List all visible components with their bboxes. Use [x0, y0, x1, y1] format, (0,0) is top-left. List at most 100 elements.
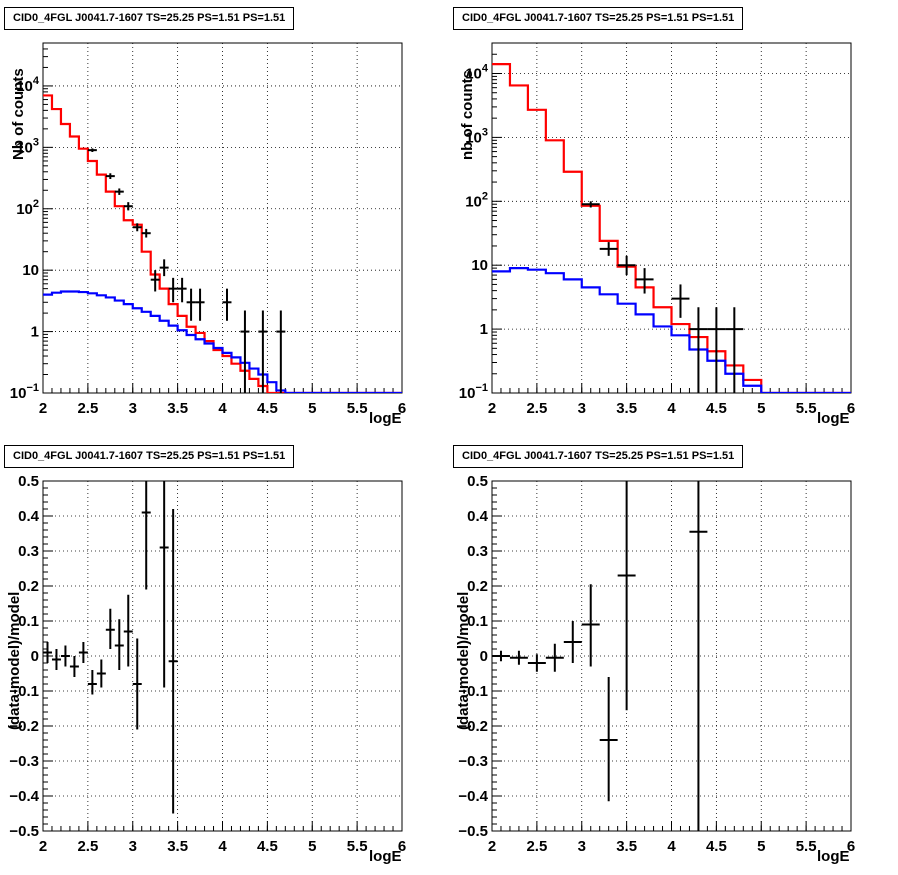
- total_model-histogram: [43, 94, 402, 393]
- x-tick-label: 5.5: [347, 838, 368, 855]
- data-point: [87, 148, 97, 152]
- x-tick-label: 4: [218, 400, 227, 417]
- data-point: [599, 677, 618, 802]
- data-point: [105, 608, 115, 649]
- x-tick-label: 4.5: [706, 838, 727, 855]
- data-point: [671, 284, 690, 318]
- x-tick-label: 6: [398, 838, 406, 855]
- data-point: [114, 619, 124, 670]
- x-tick-label: 3.5: [616, 838, 637, 855]
- plot-area: [43, 94, 402, 393]
- y-tick-label: 0.1: [18, 613, 39, 630]
- data-point: [258, 310, 268, 393]
- x-tick-label: 2: [488, 400, 496, 417]
- y-tick-label: −0.5: [458, 823, 488, 840]
- data-point: [725, 307, 744, 393]
- y-tick-label: −0.2: [9, 718, 39, 735]
- y-tick-label: 0.2: [18, 578, 39, 595]
- y-tick-label: −0.3: [9, 753, 39, 770]
- y-axis-label: nb of counts: [459, 70, 476, 160]
- x-tick-label: 4: [218, 838, 227, 855]
- data-point: [563, 621, 582, 663]
- plot-area: [43, 481, 178, 814]
- y-tick-label: 0: [31, 648, 39, 665]
- data-point: [492, 650, 510, 662]
- data-point: [159, 481, 169, 688]
- x-tick-label: 4.5: [257, 400, 278, 417]
- data-point: [186, 288, 196, 321]
- y-tick-label: −0.5: [9, 823, 39, 840]
- spectrum-pad-left: 2 2.5 3 3.5 4 4.5 5 5.5 6 10−1 1 10 102 103 104 CID0_4…: [0, 0, 449, 438]
- x-axis-label: logE: [817, 848, 850, 865]
- y-tick-label: 10: [471, 257, 488, 274]
- data-point: [87, 670, 97, 695]
- x-tick-label: 2: [488, 838, 496, 855]
- y-axis-label: (data-model)/model: [6, 591, 23, 730]
- data-point: [527, 654, 546, 672]
- y-tick-label: 0: [480, 648, 488, 665]
- x-tick-label: 2: [39, 400, 47, 417]
- y-tick-label: 0.1: [467, 613, 488, 630]
- x-tick-label: 5: [757, 400, 765, 417]
- y-tick-label: 0.5: [467, 473, 488, 490]
- x-tick-label: 3: [578, 838, 586, 855]
- data-point: [545, 643, 564, 672]
- x-axis-label: logE: [369, 848, 402, 865]
- plot-frame: [491, 480, 852, 832]
- x-axis-label: logE: [369, 410, 402, 427]
- x-tick-label: 6: [398, 400, 406, 417]
- x-tick-label: 3.5: [167, 838, 188, 855]
- data-point: [105, 173, 115, 180]
- y-tick-label: 1: [31, 324, 39, 341]
- x-tick-label: 5: [308, 400, 316, 417]
- data-point: [114, 188, 124, 195]
- data-point: [123, 594, 133, 667]
- y-axis-label: (data-model)/model: [455, 591, 472, 730]
- total_model-histogram: [492, 63, 851, 393]
- data-point: [43, 642, 52, 663]
- y-tick-label: 10−1: [10, 382, 39, 402]
- x-tick-label: 2.5: [526, 400, 547, 417]
- data-point: [60, 645, 70, 667]
- spectrum-pad-right: 2 2.5 3 3.5 4 4.5 5 5.5 6 10−1 1 10 102 103 104 CID0_4…: [449, 0, 898, 438]
- data-point: [276, 310, 286, 393]
- y-tick-label: −0.3: [458, 753, 488, 770]
- data-point: [240, 310, 250, 393]
- residual-chart-right: 2 2.5 3 3.5 4 4.5 5 5.5 6 −0.5 −0.4 −0.3 −0.2 −0.1 0 0.…: [458, 473, 855, 855]
- component_model-histogram: [492, 267, 851, 393]
- data-point: [168, 509, 178, 814]
- plot-area: [492, 481, 708, 831]
- data-point: [132, 638, 142, 730]
- chart-title: CID0_4FGL J0041.7-1607 TS=25.25 PS=1.51 …: [453, 445, 744, 468]
- data-point: [509, 650, 528, 665]
- x-tick-label: 3: [129, 838, 137, 855]
- data-point: [617, 255, 636, 276]
- x-tick-label: 4.5: [257, 838, 278, 855]
- residual-pad-left: 2 2.5 3 3.5 4 4.5 5 5.5 6 −0.5 −0.4 −0.3 −0.2 −0.1 0 0.…: [0, 438, 449, 875]
- y-tick-label: −0.4: [458, 788, 488, 805]
- x-tick-label: 2.5: [77, 400, 98, 417]
- data-point: [69, 656, 79, 677]
- residual-pad-right: 2 2.5 3 3.5 4 4.5 5 5.5 6 −0.5 −0.4 −0.3 −0.2 −0.1 0 0.…: [449, 438, 898, 875]
- data-point: [581, 201, 600, 208]
- x-tick-label: 5: [757, 838, 765, 855]
- x-tick-label: 3.5: [616, 400, 637, 417]
- x-tick-label: 4: [667, 838, 676, 855]
- data-point: [707, 307, 726, 393]
- y-tick-label: 0.3: [467, 543, 488, 560]
- y-tick-label: 102: [465, 190, 488, 210]
- chart-title: CID0_4FGL J0041.7-1607 TS=25.25 PS=1.51 …: [4, 7, 295, 30]
- y-tick-label: 0.4: [467, 508, 489, 525]
- x-tick-label: 4: [667, 400, 676, 417]
- y-tick-label: 102: [16, 198, 39, 218]
- data-point: [689, 481, 708, 831]
- data-point: [599, 242, 618, 256]
- y-axis-label: Nb of counts: [10, 68, 27, 160]
- x-tick-label: 3: [129, 400, 137, 417]
- data-point: [78, 642, 88, 663]
- plot-frame: [42, 480, 403, 832]
- plot-frame: [42, 42, 403, 394]
- data-point: [168, 277, 178, 303]
